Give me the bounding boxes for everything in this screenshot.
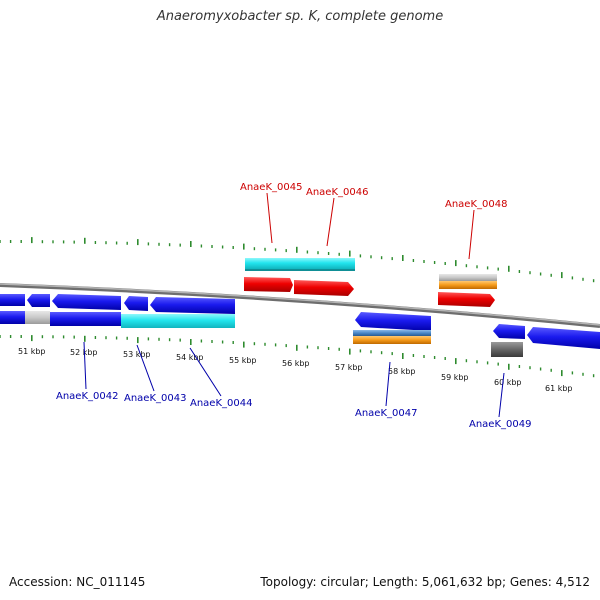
forward-strand [244,258,497,307]
callout-line [385,361,391,407]
gene-0048-domain-top [439,274,497,281]
scale-label: 61 kbp [545,384,573,393]
genome-backbone-highlight [0,283,600,326]
callout-line [326,197,335,247]
gene-0050[interactable] [527,327,600,349]
gene-0043-domain[interactable] [50,312,121,326]
callout-line [83,341,87,390]
gene-0048[interactable] [438,292,495,307]
gene-0048-domain[interactable] [439,281,497,289]
gene-0042[interactable] [124,296,148,311]
gene-0049-domain[interactable] [491,342,523,357]
gene-label-anaek-0042[interactable]: AnaeK_0042 [56,391,118,402]
callout-line [468,209,475,260]
gene-0045-domain-edge [245,269,355,271]
gene-label-anaek-0049[interactable]: AnaeK_0049 [469,419,531,430]
callout-line [136,344,155,392]
gene-0045[interactable] [244,277,293,292]
gene-0040[interactable] [27,294,50,307]
gene-0042-domain-b[interactable] [25,311,50,324]
genome-backbone [0,283,600,328]
callout-line [266,192,273,244]
gene-0045-domain[interactable] [245,258,355,269]
gene-label-anaek-0044[interactable]: AnaeK_0044 [190,398,252,409]
scale-label: 55 kbp [229,356,257,365]
gene-0041[interactable] [52,294,121,310]
gene-0043[interactable] [150,297,235,314]
scale-label: 56 kbp [282,359,310,368]
gene-label-anaek-0048[interactable]: AnaeK_0048 [445,199,507,210]
gene-label-anaek-0045[interactable]: AnaeK_0045 [240,182,302,193]
scale-label: 53 kbp [123,350,151,359]
gene-0039[interactable] [0,294,25,306]
scale-label: 57 kbp [335,363,363,372]
forward-gene-callouts: AnaeK_0045 AnaeK_0046 AnaeK_0048 [240,182,507,260]
inner-tick-ring [0,335,595,378]
reverse-gene-callouts: AnaeK_0042 AnaeK_0043 AnaeK_0044 AnaeK_0… [56,341,531,430]
scale-label: 58 kbp [388,367,416,376]
gene-0047[interactable] [355,312,431,331]
scale-label: 51 kbp [18,347,46,356]
scale-label: 60 kbp [494,378,522,387]
accession-label: Accession: NC_011145 [9,575,146,589]
scale-label: 54 kbp [176,353,204,362]
gene-0046[interactable] [294,280,354,296]
gene-0044-domain[interactable] [121,314,235,328]
gene-0042-domain-a[interactable] [0,311,25,324]
map-title: Anaeromyxobacter sp. K, complete genome [156,9,444,24]
gene-0049[interactable] [493,324,525,339]
gene-label-anaek-0046[interactable]: AnaeK_0046 [306,187,368,198]
scale-label: 59 kbp [441,373,469,382]
callout-line [189,347,222,397]
gene-label-anaek-0047[interactable]: AnaeK_0047 [355,408,417,419]
genome-stats-label: Topology: circular; Length: 5,061,632 bp… [260,575,590,589]
gene-label-anaek-0043[interactable]: AnaeK_0043 [124,393,186,404]
scale-label: 52 kbp [70,348,98,357]
gene-0047-domain-top [353,330,431,336]
gene-0047-domain[interactable] [353,336,431,344]
outer-tick-ring [0,237,595,283]
callout-line [498,372,505,418]
scale-labels: 51 kbp 52 kbp 53 kbp 54 kbp 55 kbp 56 kb… [18,347,573,393]
reverse-strand [0,294,600,357]
